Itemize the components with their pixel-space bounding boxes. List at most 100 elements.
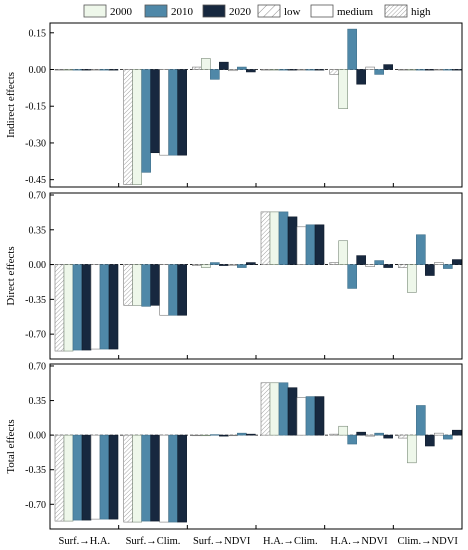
bar-y2010b-3 bbox=[305, 224, 316, 265]
legend-item-medium: medium bbox=[310, 4, 373, 18]
bar-y2020-0 bbox=[81, 69, 92, 71]
bar-y2020-3 bbox=[287, 216, 298, 265]
bar-high-0 bbox=[54, 434, 65, 522]
y-tick-label: -0.45 bbox=[25, 175, 46, 186]
bar-y2000-2 bbox=[201, 434, 211, 437]
bar-medium-2 bbox=[228, 69, 238, 72]
y-tick-label: 0.15 bbox=[29, 28, 47, 39]
bar-high-0 bbox=[54, 69, 65, 71]
bar-y2010-4 bbox=[347, 434, 357, 445]
x-tick-label: Surf.→Clim. bbox=[126, 536, 181, 547]
bar-y2010b-2 bbox=[237, 432, 247, 436]
bar-y2010b-4 bbox=[374, 69, 384, 75]
x-axis-labels: Surf.→H.A. Surf.→Clim. Surf.→NDVI H.A.→Clim… bbox=[59, 536, 459, 547]
bar-y2010-0 bbox=[72, 264, 83, 351]
bar-y2020b-5 bbox=[452, 69, 462, 71]
bar-y2020b-2 bbox=[246, 262, 256, 265]
legend-item-y2010: 2010 bbox=[144, 4, 194, 18]
legend-swatch-low bbox=[257, 4, 281, 18]
bar-y2000-4 bbox=[338, 240, 348, 265]
bar-high-3 bbox=[260, 69, 271, 71]
bar-y2010b-0 bbox=[99, 264, 110, 350]
bar-y2010b-1 bbox=[168, 69, 178, 156]
bar-y2020b-2 bbox=[246, 69, 256, 73]
bar-y2010-1 bbox=[141, 264, 151, 307]
bar-y2020-4 bbox=[356, 431, 366, 436]
bar-y2000-4 bbox=[338, 69, 348, 109]
x-tick-label: Surf.→NDVI bbox=[193, 536, 251, 547]
legend-label-y2010: 2010 bbox=[171, 6, 194, 18]
bar-medium-2 bbox=[228, 264, 238, 266]
bar-y2000-1 bbox=[132, 69, 142, 185]
bar-y2020-3 bbox=[287, 387, 298, 436]
bar-y2020-1 bbox=[150, 434, 160, 522]
bar-high-0 bbox=[54, 264, 65, 352]
legend-swatch-y2020 bbox=[202, 4, 226, 18]
bar-y2000-0 bbox=[63, 264, 74, 352]
y-axis-label: Indirect effects bbox=[5, 72, 17, 138]
bar-medium-1 bbox=[159, 264, 169, 316]
bar-medium-3 bbox=[296, 397, 307, 436]
bar-medium-0 bbox=[90, 264, 101, 350]
bar-y2020b-2 bbox=[246, 433, 256, 436]
bar-y2020-4 bbox=[356, 255, 366, 265]
bar-medium-2 bbox=[228, 434, 238, 437]
bar-y2000-1 bbox=[132, 434, 142, 523]
x-tick-label: Clim.→NDVI bbox=[397, 536, 458, 547]
bar-y2010b-2 bbox=[237, 66, 247, 70]
legend-label-y2000: 2000 bbox=[110, 6, 133, 18]
legend-label-high: high bbox=[411, 6, 431, 18]
bar-y2020-2 bbox=[219, 61, 229, 70]
bar-y2010-1 bbox=[141, 69, 151, 173]
bar-y2000-4 bbox=[338, 425, 348, 436]
bar-y2000-3 bbox=[269, 69, 280, 71]
bar-y2020-1 bbox=[150, 264, 160, 306]
y-tick-label: 0.70 bbox=[29, 190, 47, 201]
bar-y2020b-0 bbox=[108, 434, 119, 520]
bar-y2010-4 bbox=[347, 264, 357, 289]
bar-y2020-1 bbox=[150, 69, 160, 154]
legend-swatch-y2000 bbox=[83, 4, 107, 18]
bar-y2020b-3 bbox=[314, 396, 325, 436]
bar-high-2 bbox=[192, 264, 202, 266]
bar-y2020b-0 bbox=[108, 264, 119, 350]
bar-y2010-5 bbox=[416, 69, 426, 71]
bar-y2010-3 bbox=[278, 211, 289, 265]
bar-medium-4 bbox=[365, 434, 375, 437]
panel-frame bbox=[49, 22, 463, 188]
bar-y2020-4 bbox=[356, 69, 366, 85]
bar-high-4 bbox=[329, 262, 339, 265]
bar-medium-5 bbox=[434, 69, 444, 71]
bar-y2010-2 bbox=[210, 262, 220, 265]
bar-y2000-5 bbox=[407, 264, 417, 293]
bar-y2020b-1 bbox=[177, 434, 187, 523]
bar-y2010b-4 bbox=[374, 260, 384, 265]
bar-high-5 bbox=[398, 69, 408, 71]
bar-medium-0 bbox=[90, 434, 101, 520]
bar-y2000-5 bbox=[407, 69, 417, 71]
bar-y2010-1 bbox=[141, 434, 151, 522]
legend-item-high: high bbox=[384, 4, 431, 18]
bar-high-5 bbox=[398, 434, 408, 439]
bar-y2010b-0 bbox=[99, 69, 110, 71]
bar-y2010-5 bbox=[416, 234, 426, 265]
y-axis-label: Total effects bbox=[5, 419, 17, 473]
bar-medium-0 bbox=[90, 69, 101, 71]
bar-high-1 bbox=[123, 264, 133, 306]
bar-y2010b-5 bbox=[443, 434, 453, 440]
bar-y2020b-3 bbox=[314, 69, 325, 71]
bar-y2010b-0 bbox=[99, 434, 110, 520]
legend-swatch-medium bbox=[310, 4, 334, 18]
bar-y2020-5 bbox=[425, 434, 435, 447]
bar-y2020b-4 bbox=[383, 434, 393, 439]
y-tick-label: 0.35 bbox=[29, 225, 47, 236]
bar-y2020-3 bbox=[287, 69, 298, 71]
bar-y2020b-0 bbox=[108, 69, 119, 71]
panel-2: 0.70 0.35 0.00 -0.35 -0.70 Direct effects bbox=[5, 190, 463, 360]
bar-y2020b-4 bbox=[383, 64, 393, 70]
y-tick-label: 0.00 bbox=[29, 65, 47, 76]
x-tick-label: Surf.→H.A. bbox=[59, 536, 111, 547]
bar-high-1 bbox=[123, 434, 133, 523]
bar-medium-3 bbox=[296, 226, 307, 265]
